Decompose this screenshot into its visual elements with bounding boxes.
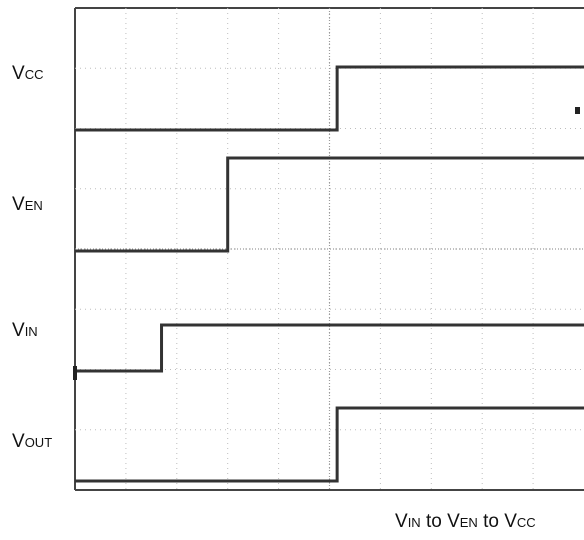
label-vout: VOUT	[12, 431, 53, 452]
trace-vout	[75, 406, 584, 483]
trace-ven	[75, 156, 584, 253]
label-vcc: VCC	[12, 63, 44, 84]
label-vin: VIN	[12, 320, 38, 341]
trace-vcc	[75, 65, 584, 132]
trace-marker-vcc	[575, 107, 580, 114]
trace-vin	[75, 323, 584, 373]
caption: VIN to VEN to VCC	[395, 511, 536, 532]
label-ven: VEN	[12, 194, 43, 215]
trace-marker-vin	[73, 366, 77, 380]
